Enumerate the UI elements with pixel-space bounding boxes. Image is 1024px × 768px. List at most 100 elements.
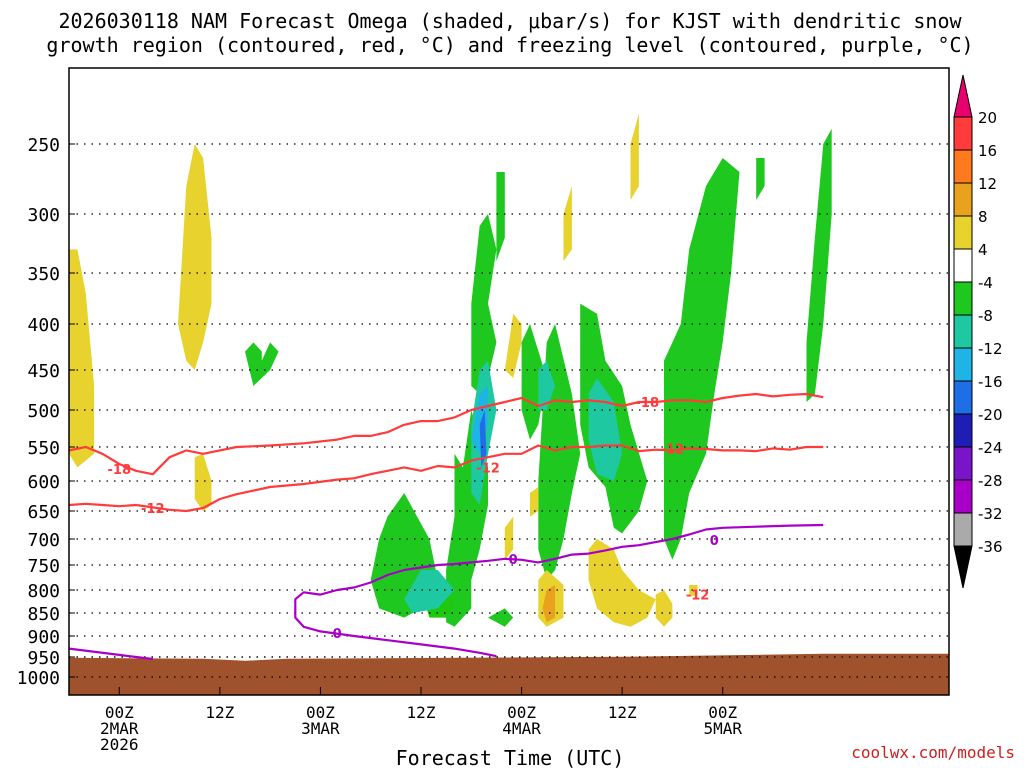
colorbar-label-3: 8 bbox=[978, 208, 988, 226]
x-tick-label-36-0: 12Z bbox=[407, 703, 436, 722]
omega-region-12 bbox=[664, 158, 740, 560]
omega-region-3 bbox=[245, 342, 279, 386]
omega-region-0 bbox=[69, 249, 95, 468]
ground-fill bbox=[69, 653, 949, 695]
colorbar-segment-4 bbox=[953, 215, 973, 250]
y-tick-label-350: 350 bbox=[27, 264, 60, 285]
freezing-label-1: 0 bbox=[509, 553, 518, 568]
y-tick-label-300: 300 bbox=[27, 205, 60, 226]
colorbar-segment-11 bbox=[953, 446, 973, 481]
y-axis: 2503003504004505005506006507007508008509… bbox=[17, 135, 75, 689]
colorbar-label-0: 20 bbox=[978, 109, 997, 127]
x-tick-label-60-0: 12Z bbox=[608, 703, 637, 722]
contours: -18 -12 -12 -18 -12 -12 0 0 0 bbox=[69, 392, 824, 661]
x-tick-label-0-1: 2MAR bbox=[100, 719, 139, 738]
omega-region-10 bbox=[538, 324, 581, 580]
omega-region-28 bbox=[504, 516, 514, 560]
y-tick-label-950: 950 bbox=[27, 648, 60, 669]
dgz-label-5: -12 bbox=[686, 589, 710, 604]
colorbar-segment-12 bbox=[953, 479, 973, 514]
colorbar: 20 16 12 8 4 -4 -8 -12 -16 -20 -24 -28 -32 -36 bbox=[953, 74, 1003, 589]
colorbar-label-11: -28 bbox=[978, 472, 1003, 490]
freezing-contour-b bbox=[294, 523, 824, 658]
colorbar-segment-10 bbox=[953, 413, 973, 448]
x-tick-label-72-0: 00Z bbox=[708, 703, 737, 722]
colorbar-segment-7 bbox=[953, 314, 973, 349]
y-tick-label-1000: 1000 bbox=[17, 668, 60, 689]
y-tick-label-400: 400 bbox=[27, 315, 60, 336]
colorbar-segment-13 bbox=[953, 512, 973, 547]
dgz-label-3: -18 bbox=[636, 396, 660, 411]
dgz-contour-0 bbox=[69, 392, 824, 476]
colorbar-label-4: 4 bbox=[978, 241, 988, 259]
y-tick-label-700: 700 bbox=[27, 530, 60, 551]
omega-region-24 bbox=[655, 590, 673, 627]
omega-region-25 bbox=[563, 186, 572, 262]
freezing-contour-a bbox=[69, 647, 153, 661]
dgz-label-2: -12 bbox=[476, 461, 500, 476]
omega-region-23 bbox=[588, 539, 656, 627]
omega-shading bbox=[69, 113, 832, 627]
omega-region-31 bbox=[542, 585, 556, 623]
x-axis-label: Forecast Time (UTC) bbox=[396, 746, 625, 768]
omega-region-9 bbox=[521, 324, 547, 440]
omega-region-1 bbox=[178, 144, 212, 370]
colorbar-label-8: -16 bbox=[978, 373, 1003, 391]
omega-region-21 bbox=[479, 410, 487, 468]
credit-text: coolwx.com/models bbox=[851, 743, 1015, 762]
y-tick-label-250: 250 bbox=[27, 135, 60, 156]
dgz-contour-1 bbox=[69, 444, 824, 513]
plot-area: -18 -12 -12 -18 -12 -12 0 0 0 bbox=[69, 113, 949, 695]
colorbar-segment-6 bbox=[953, 281, 973, 316]
x-tick-label-72-1: 5MAR bbox=[703, 719, 742, 738]
colorbar-label-1: 16 bbox=[978, 142, 997, 160]
y-tick-label-750: 750 bbox=[27, 556, 60, 577]
x-tick-label-24-1: 3MAR bbox=[301, 719, 340, 738]
y-tick-label-450: 450 bbox=[27, 361, 60, 382]
omega-region-19 bbox=[538, 360, 556, 410]
colorbar-label-12: -32 bbox=[978, 505, 1003, 523]
omega-region-30 bbox=[689, 585, 698, 597]
omega-region-14 bbox=[806, 128, 832, 403]
y-tick-label-550: 550 bbox=[27, 438, 60, 459]
colorbar-segment-1 bbox=[953, 116, 973, 151]
dgz-label-4: -12 bbox=[661, 442, 685, 457]
omega-region-13 bbox=[756, 158, 765, 200]
omega-region-15 bbox=[488, 608, 514, 627]
y-tick-label-600: 600 bbox=[27, 472, 60, 493]
colorbar-segment-8 bbox=[953, 347, 973, 382]
colorbar-label-9: -20 bbox=[978, 406, 1003, 424]
chart-title-line1: 2026030118 NAM Forecast Omega (shaded, μ… bbox=[58, 9, 962, 33]
freezing-label-2: 0 bbox=[710, 534, 719, 549]
y-tick-label-650: 650 bbox=[27, 502, 60, 523]
y-tick-label-850: 850 bbox=[27, 604, 60, 625]
omega-region-27 bbox=[504, 313, 522, 378]
omega-region-2 bbox=[194, 453, 212, 511]
colorbar-segment-3 bbox=[953, 182, 973, 217]
y-tick-label-800: 800 bbox=[27, 581, 60, 602]
colorbar-label-6: -8 bbox=[978, 307, 993, 325]
colorbar-segment-2 bbox=[953, 149, 973, 184]
omega-region-16 bbox=[404, 570, 455, 613]
omega-region-29 bbox=[530, 487, 539, 517]
omega-region-7 bbox=[471, 214, 497, 394]
chart-title-line2: growth region (contoured, red, °C) and f… bbox=[46, 33, 973, 57]
x-tick-label-24-0: 00Z bbox=[306, 703, 335, 722]
x-tick-label-12-0: 12Z bbox=[205, 703, 234, 722]
y-tick-label-500: 500 bbox=[27, 401, 60, 422]
x-tick-label-0-2: 2026 bbox=[100, 735, 139, 754]
plot-frame bbox=[68, 67, 950, 696]
colorbar-top-arrow bbox=[953, 74, 973, 118]
colorbar-label-7: -12 bbox=[978, 340, 1003, 358]
colorbar-segment-9 bbox=[953, 380, 973, 415]
y-tick-label-900: 900 bbox=[27, 627, 60, 648]
colorbar-bottom-arrow bbox=[953, 545, 973, 589]
colorbar-label-2: 12 bbox=[978, 175, 997, 193]
colorbar-segment-5 bbox=[953, 248, 973, 283]
terrain bbox=[69, 653, 949, 695]
x-tick-label-48-0: 00Z bbox=[507, 703, 536, 722]
colorbar-label-5: -4 bbox=[978, 274, 993, 292]
omega-region-26 bbox=[630, 113, 639, 200]
